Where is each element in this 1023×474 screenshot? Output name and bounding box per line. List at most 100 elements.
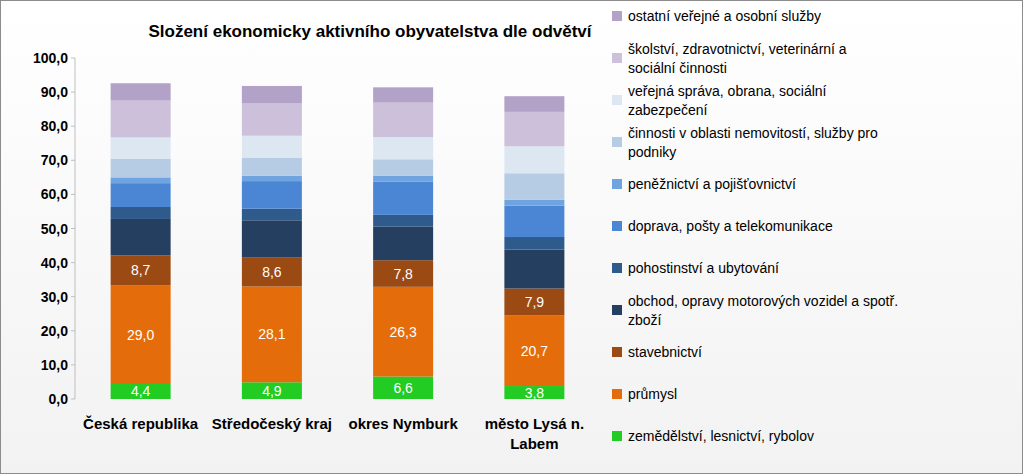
y-tick-label: 70,0 [41, 152, 68, 168]
x-tick-label: okres Nymburk [349, 415, 459, 432]
bar-segment [111, 137, 171, 158]
legend-swatch [612, 347, 622, 357]
bar-segment [504, 146, 564, 173]
bar-segment [242, 181, 302, 209]
bar-segment [242, 103, 302, 136]
legend-swatch [612, 221, 622, 231]
data-label: 20,7 [521, 343, 548, 359]
legend-label: pohostinství a ubytování [628, 260, 779, 276]
y-tick-label: 90,0 [41, 84, 68, 100]
data-label: 7,9 [525, 294, 545, 310]
legend-label: obchod, opravy motorových vozidel a spot… [628, 293, 898, 328]
bar-segment [111, 255, 171, 285]
y-tick [71, 399, 75, 400]
data-labels: 4,429,08,74,928,18,66,626,37,83,820,77,9 [127, 262, 548, 400]
data-label: 8,7 [131, 262, 151, 278]
legend-swatch [612, 179, 622, 189]
bar-segment [111, 83, 171, 100]
bar-segment [504, 173, 564, 200]
bar-segment [504, 315, 564, 386]
y-tick [71, 160, 75, 161]
legend-swatch [612, 95, 622, 105]
legend-swatch [612, 11, 622, 21]
bar-segment [242, 136, 302, 158]
bar-segment [111, 183, 171, 207]
legend-label: ostatní veřejné a osobní služby [628, 8, 821, 24]
y-tick [71, 228, 75, 229]
x-tick-label: Česká republika [83, 415, 199, 432]
bar-segment [504, 289, 564, 316]
bars [111, 83, 565, 399]
y-tick [71, 330, 75, 331]
legend-label: činnosti v oblasti nemovitostí, služby p… [628, 125, 878, 160]
y-tick-label: 80,0 [41, 118, 68, 134]
data-label: 7,8 [393, 266, 413, 282]
bar-segment [242, 176, 302, 181]
y-tick [71, 58, 75, 59]
bar-segment [504, 96, 564, 112]
chart: Složení ekonomicky aktivního obyvatelstv… [0, 0, 1023, 474]
y-tick-label: 20,0 [41, 323, 68, 339]
bar-segment [373, 260, 433, 287]
data-label: 4,9 [262, 383, 282, 399]
bar-segment [111, 159, 171, 178]
bar-segment [242, 209, 302, 221]
bar-segment [242, 382, 302, 399]
y-tick-label: 0,0 [49, 391, 69, 407]
legend: ostatní veřejné a osobní služby školství,… [612, 8, 898, 444]
y-tick-label: 10,0 [41, 357, 68, 373]
legend-swatch [612, 389, 622, 399]
bar-segment [373, 176, 433, 182]
bar-segment [242, 220, 302, 257]
bar-segment [504, 200, 564, 206]
data-label: 3,8 [525, 385, 545, 401]
bar-segment [373, 287, 433, 377]
x-tick-label: Středočeský kraj [212, 415, 332, 432]
y-tick [71, 296, 75, 297]
data-label: 26,3 [390, 324, 417, 340]
y-tick-label: 30,0 [41, 289, 68, 305]
bar-segment [111, 219, 171, 255]
bar-segment [111, 285, 171, 384]
legend-swatch [612, 137, 622, 147]
bar-segment [373, 87, 433, 102]
bar-segment [242, 158, 302, 176]
legend-label: školství, zdravotnictví, veterinární aso… [628, 41, 847, 76]
legend-label: peněžnictví a pojišťovnictví [628, 176, 796, 192]
legend-swatch [612, 263, 622, 273]
background [1, 1, 1023, 474]
bar-segment [111, 101, 171, 138]
bar-segment [242, 286, 302, 382]
bar-segment [373, 376, 433, 399]
bar-segment [242, 257, 302, 286]
bar-segment [504, 237, 564, 250]
bar-segment [373, 226, 433, 260]
legend-label: veřejná správa, obrana, sociálnízabezpeč… [628, 83, 827, 118]
bar-segment [373, 103, 433, 137]
y-tick [71, 92, 75, 93]
bar-segment [504, 206, 564, 237]
bar-segment [111, 177, 171, 183]
y-tick [71, 194, 75, 195]
legend-swatch [612, 431, 622, 441]
bar-segment [373, 181, 433, 214]
data-label: 28,1 [258, 326, 285, 342]
data-label: 6,6 [393, 380, 413, 396]
data-label: 29,0 [127, 327, 154, 343]
bar-segment [504, 250, 564, 289]
legend-label: doprava, pošty a telekomunikace [628, 218, 833, 234]
legend-swatch [612, 305, 622, 315]
title: Složení ekonomicky aktivního obyvatelstv… [148, 22, 592, 41]
bar-segment [242, 86, 302, 103]
legend-label: zemědělství, lesnictví, rybolov [628, 428, 814, 444]
y-tick-label: 100,0 [33, 50, 68, 66]
y-tick [71, 262, 75, 263]
bar-segment [373, 215, 433, 227]
y-tick-label: 60,0 [41, 186, 68, 202]
legend-swatch [612, 53, 622, 63]
bar-segment [504, 112, 564, 146]
legend-label: průmysl [628, 386, 677, 402]
y-tick [71, 364, 75, 365]
y-tick-label: 40,0 [41, 255, 68, 271]
bar-segment [111, 384, 171, 399]
